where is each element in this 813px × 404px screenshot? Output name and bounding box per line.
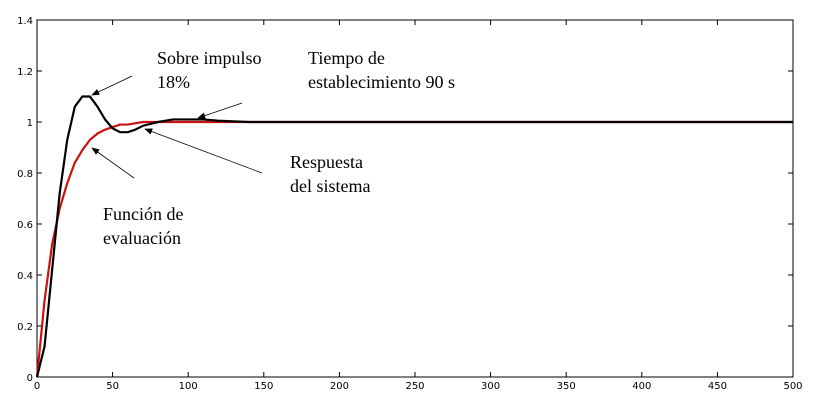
annotation: establecimiento 90 s bbox=[308, 72, 455, 92]
y-tick-label: 0 bbox=[27, 373, 33, 384]
annotation: 18% bbox=[157, 72, 190, 92]
annotation: Respuesta bbox=[290, 152, 363, 172]
arrow bbox=[91, 75, 133, 96]
y-tick-label: 0.6 bbox=[17, 220, 33, 231]
annotation: del sistema bbox=[290, 176, 370, 196]
y-tick-label: 0.2 bbox=[17, 322, 33, 333]
x-tick-label: 400 bbox=[632, 381, 651, 392]
x-tick-label: 150 bbox=[254, 381, 273, 392]
annotation: Tiempo de bbox=[308, 48, 385, 68]
x-tick-label: 300 bbox=[481, 381, 500, 392]
x-tick-label: 50 bbox=[106, 381, 119, 392]
x-tick-label: 350 bbox=[557, 381, 576, 392]
y-tick-label: 1.2 bbox=[17, 67, 33, 78]
x-tick-label: 200 bbox=[330, 381, 349, 392]
series-line bbox=[35, 95, 793, 378]
x-tick-label: 100 bbox=[179, 381, 198, 392]
y-tick-label: 1.4 bbox=[17, 16, 33, 27]
annotation: evaluación bbox=[103, 228, 181, 248]
arrows bbox=[91, 75, 263, 179]
arrow bbox=[144, 128, 263, 174]
arrow bbox=[91, 147, 135, 179]
x-tick-label: 450 bbox=[708, 381, 727, 392]
arrow bbox=[197, 102, 243, 119]
x-tick-label: 500 bbox=[783, 381, 802, 392]
y-tick-label: 1 bbox=[27, 118, 33, 129]
annotation: Función de bbox=[103, 204, 184, 224]
x-tick-label: 250 bbox=[405, 381, 424, 392]
y-tick-label: 0.4 bbox=[17, 271, 33, 282]
series-line bbox=[35, 120, 793, 378]
annotation: Sobre impulso bbox=[157, 48, 262, 68]
y-tick-label: 0.8 bbox=[17, 169, 33, 180]
x-tick-label: 0 bbox=[34, 381, 40, 392]
